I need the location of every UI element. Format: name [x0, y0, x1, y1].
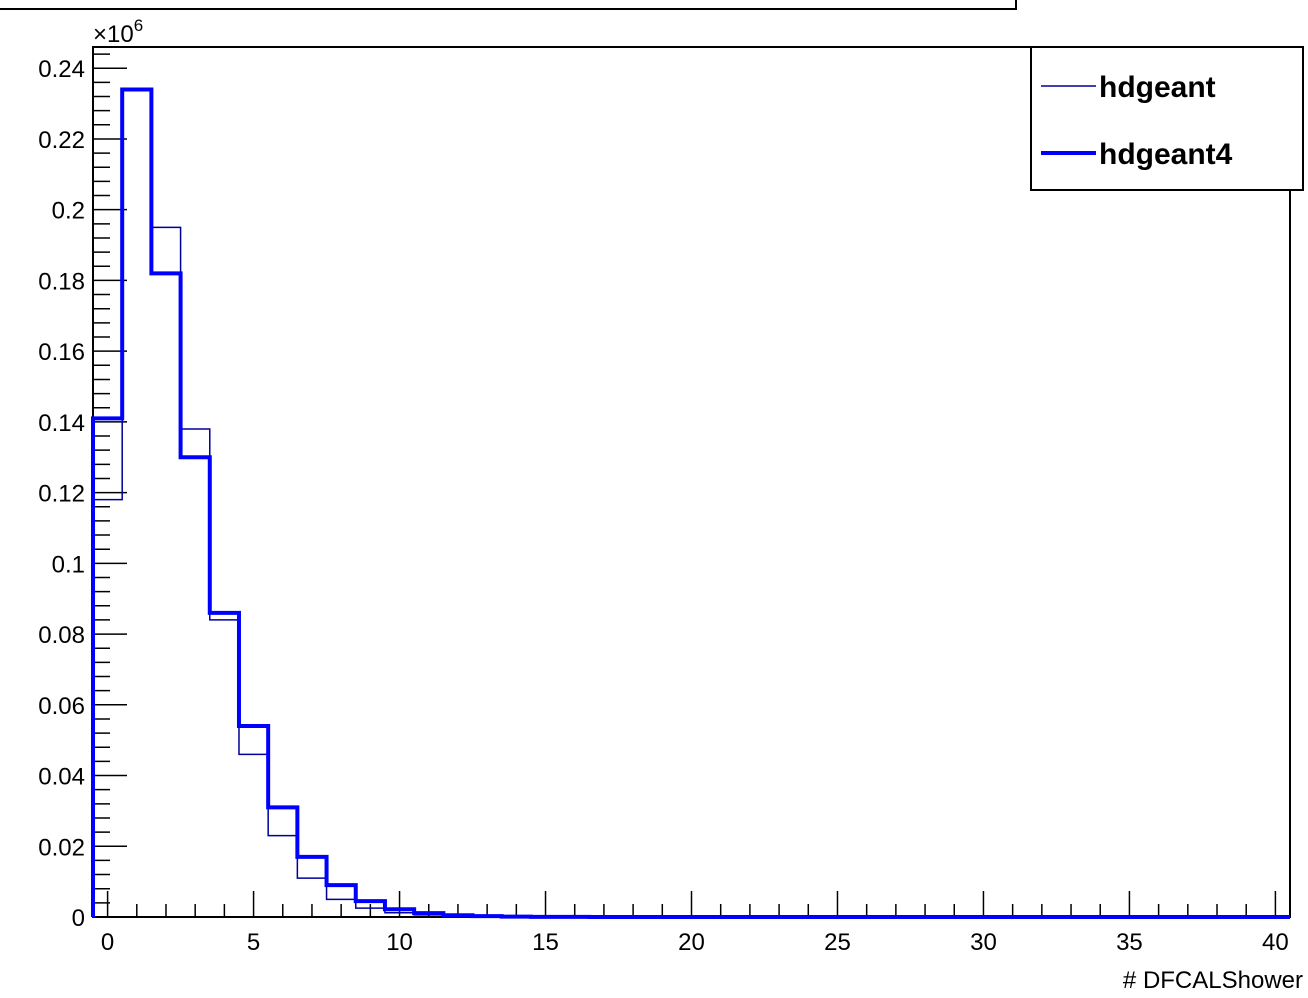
x-tick-label: 10: [386, 929, 413, 956]
title-box-fragment: [0, 0, 1017, 10]
y-tick-label: 0: [72, 905, 85, 932]
y-tick-label: 0.14: [38, 410, 85, 437]
x-axis-title: # DFCALShower: [1123, 967, 1303, 994]
series-line-hdgeant: [92, 88, 1290, 918]
y-tick-label: 0.2: [52, 198, 85, 225]
y-tick-label: 0.24: [38, 56, 85, 83]
legend-box: [1030, 46, 1304, 191]
x-tick-label: 5: [247, 929, 260, 956]
x-tick-label: 35: [1116, 929, 1143, 956]
y-axis-tick-labels: 0 0.02 0.04 0.06 0.08 0.1 0.12 0.14 0.16 0.18 0.2 0…: [38, 56, 85, 932]
x-tick-label: 25: [824, 929, 851, 956]
x-axis-ticks: [106, 891, 1277, 917]
x-tick-label: 40: [1262, 929, 1289, 956]
y-axis-multiplier: ×106: [93, 16, 143, 48]
series-line-hdgeant4: [91, 87, 1290, 919]
y-axis-multiplier-exponent: 6: [134, 16, 143, 35]
y-tick-label: 0.22: [38, 127, 85, 154]
y-tick-label: 0.16: [38, 339, 85, 366]
x-axis-tick-labels: 0 5 10 15 20 25 30 35 40: [101, 929, 1289, 956]
x-tick-label: 20: [678, 929, 705, 956]
legend: hdgeant hdgeant4: [1030, 46, 1304, 191]
y-tick-label: 0.06: [38, 693, 85, 720]
x-tick-label: 15: [532, 929, 559, 956]
x-tick-label: 30: [970, 929, 997, 956]
y-tick-label: 0.02: [38, 834, 85, 861]
y-tick-label: 0.04: [38, 764, 85, 791]
legend-label-hdgeant4: hdgeant4: [1099, 138, 1233, 171]
y-tick-label: 0.1: [52, 551, 85, 578]
y-tick-label: 0.18: [38, 268, 85, 295]
y-tick-label: 0.08: [38, 622, 85, 649]
legend-label-hdgeant: hdgeant: [1099, 71, 1216, 104]
histogram-series: [91, 87, 1290, 919]
y-axis-ticks: [93, 53, 127, 918]
y-tick-label: 0.12: [38, 481, 85, 508]
x-tick-label: 0: [101, 929, 114, 956]
